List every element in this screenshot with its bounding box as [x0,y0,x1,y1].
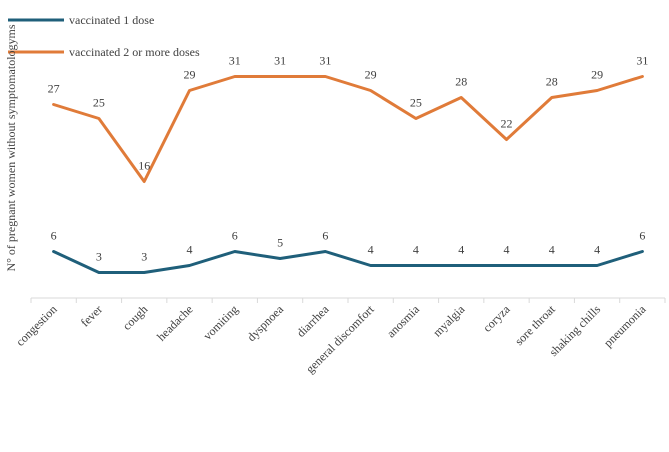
data-label: 22 [501,117,513,131]
data-label: 5 [277,236,283,250]
data-label: 6 [232,229,238,243]
data-label: 6 [322,229,328,243]
data-label: 4 [549,243,555,257]
legend: vaccinated 1 dose vaccinated 2 or more do… [8,13,200,59]
data-label: 31 [319,54,331,68]
data-label: 16 [138,159,150,173]
data-label: 3 [141,250,147,264]
x-tick-label: diarrhea [294,302,332,340]
data-label: 4 [413,243,419,257]
series-lines [52,75,644,274]
y-axis-label: N° of pregnant women without symptomatol… [4,24,18,271]
x-tick-label: coryza [480,302,513,335]
data-label: 4 [594,243,600,257]
x-tick-label: anosmia [384,302,423,341]
data-label: 3 [96,250,102,264]
data-label: 4 [368,243,374,257]
x-axis-ticks [30,298,666,303]
data-label: 6 [639,229,645,243]
data-label: 27 [48,82,60,96]
legend-label-2: vaccinated 2 or more doses [69,45,200,59]
x-tick-label: sore throat [512,302,558,348]
data-label: 4 [504,243,510,257]
data-label: 29 [591,68,603,82]
x-tick-label: fever [78,302,105,329]
data-label: 31 [636,54,648,68]
x-tick-label: myalgia [430,302,468,340]
data-labels: 6 3 3 4 6 5 6 4 4 4 4 4 4 6 27 25 16 29 31 31 31 29 25 28 22 28 29… [48,54,649,264]
x-tick-label: headache [154,302,195,343]
data-label: 25 [410,96,422,110]
data-label: 25 [93,96,105,110]
series-line-2 [52,75,644,183]
data-label: 4 [458,243,464,257]
x-tick-label: dyspnoea [244,302,286,344]
data-label: 31 [274,54,286,68]
data-label: 31 [229,54,241,68]
series-line-1 [52,250,644,274]
data-label: 28 [455,75,467,89]
legend-label-1: vaccinated 1 dose [69,13,154,27]
data-label: 29 [365,68,377,82]
x-tick-label: pneumonia [601,302,649,350]
x-tick-label: cough [120,302,151,333]
data-label: 4 [187,243,193,257]
x-axis-tick-labels: congestion fever cough headache vomiting dysp… [13,302,649,376]
data-label: 28 [546,75,558,89]
x-tick-label: congestion [13,302,60,349]
data-label: 6 [51,229,57,243]
data-label: 29 [184,68,196,82]
x-tick-label: vomiting [200,302,241,343]
